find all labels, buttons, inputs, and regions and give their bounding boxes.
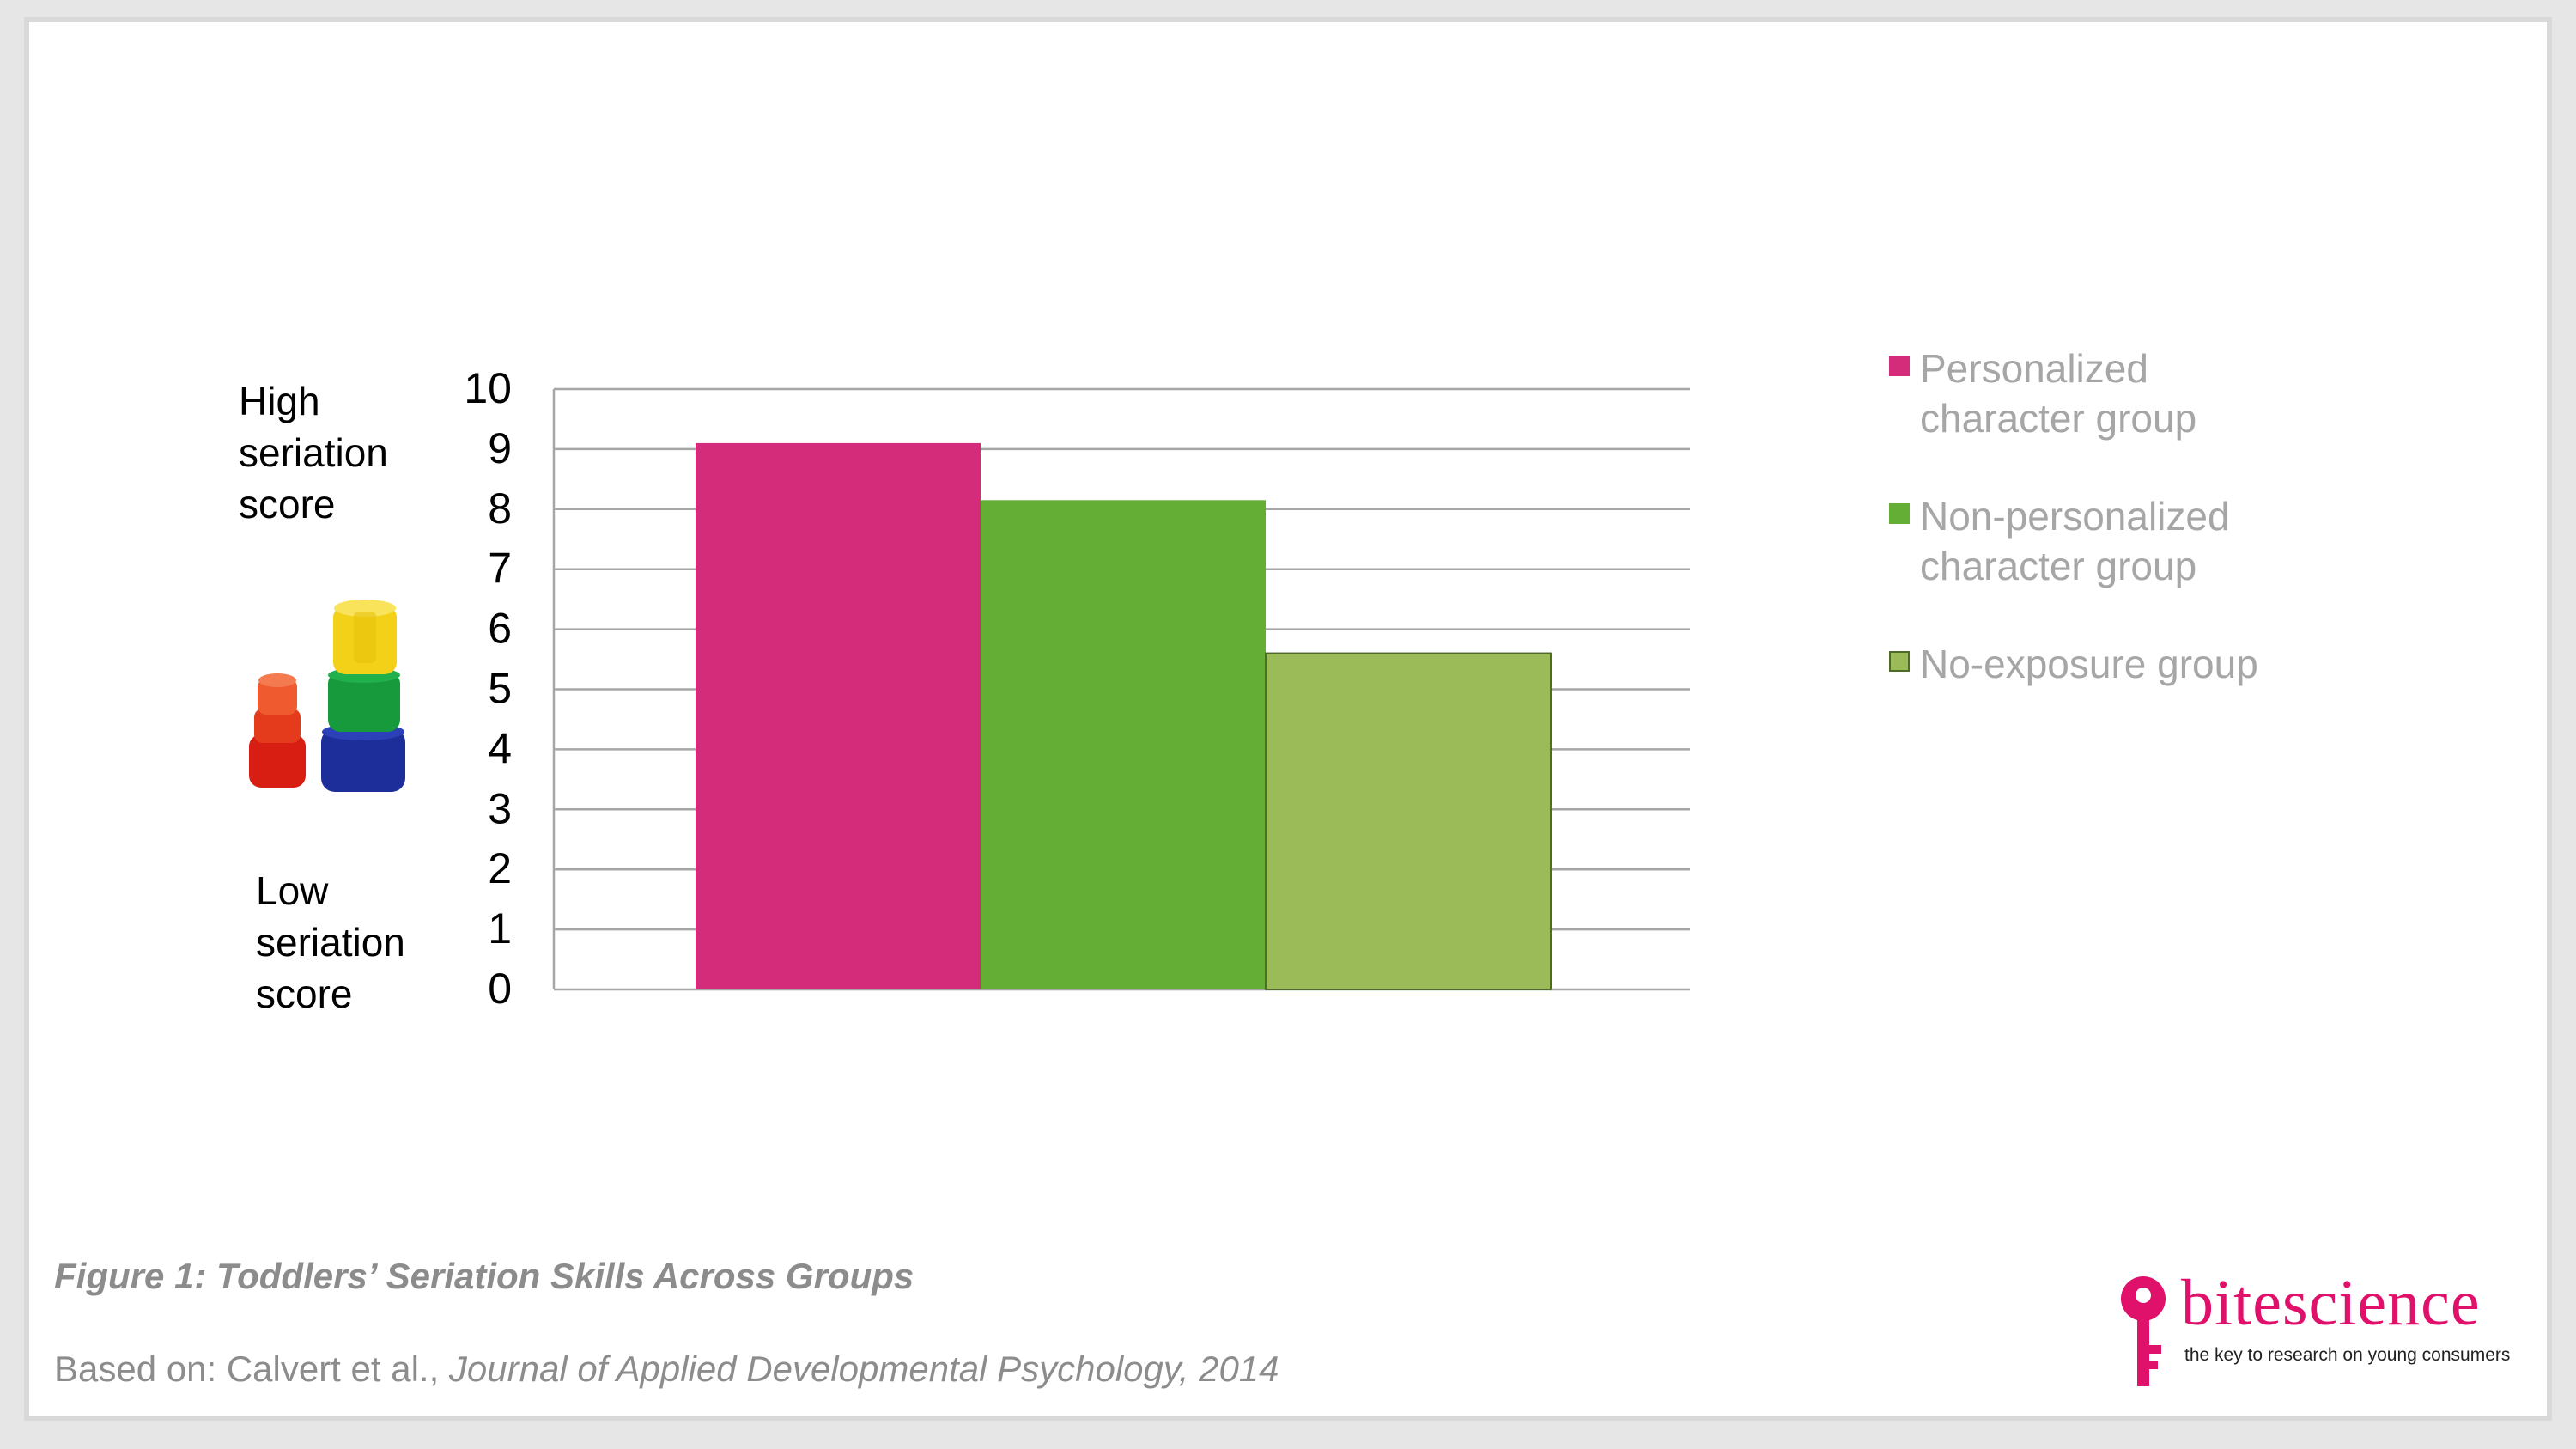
y-tick-label: 1 xyxy=(488,904,512,953)
y-tick-label: 2 xyxy=(488,844,512,892)
low-score-line: Low xyxy=(256,868,329,913)
source-prefix: Based on: Calvert et al., xyxy=(54,1349,449,1389)
legend-item-personalized: Personalized character group xyxy=(1889,344,2404,443)
bitescience-logo: bitescience the key to research on young… xyxy=(2114,1267,2543,1390)
chart-legend: Personalized character group Non-persona… xyxy=(1889,344,2404,737)
source-citation: Based on: Calvert et al., Journal of App… xyxy=(54,1349,1279,1390)
y-tick-label: 10 xyxy=(464,364,512,412)
bar xyxy=(696,442,981,989)
figure-caption: Figure 1: Toddlers’ Seriation Skills Acr… xyxy=(54,1256,914,1296)
logo-bite: bite xyxy=(2181,1267,2282,1339)
key-icon xyxy=(2121,1276,2166,1386)
high-score-line: seriation xyxy=(239,430,388,475)
legend-item-no-exposure: No-exposure group xyxy=(1889,639,2404,689)
high-score-line: High xyxy=(239,379,320,423)
y-tick-label: 0 xyxy=(488,965,512,1013)
legend-label: character group xyxy=(1920,396,2197,441)
bar xyxy=(1265,652,1552,990)
legend-swatch xyxy=(1889,651,1910,672)
legend-label: Non-personalized xyxy=(1920,494,2230,539)
low-score-line: seriation xyxy=(256,920,405,965)
logo-wordmark: bitescience xyxy=(2181,1264,2481,1342)
stacking-cups-icon xyxy=(249,600,405,792)
logo-science: science xyxy=(2281,1267,2481,1339)
low-score-line: score xyxy=(256,971,353,1016)
y-tick-label: 5 xyxy=(488,665,512,713)
logo-tagline: the key to research on young consumers xyxy=(2184,1345,2511,1365)
legend-label: character group xyxy=(1920,544,2197,588)
y-tick-label: 6 xyxy=(488,605,512,653)
legend-swatch xyxy=(1889,356,1910,376)
bar xyxy=(981,500,1266,989)
legend-item-non-personalized: Non-personalized character group xyxy=(1889,491,2404,591)
bars xyxy=(696,442,1552,990)
high-score-label: High seriation score xyxy=(239,375,388,530)
low-score-label: Low seriation score xyxy=(256,865,405,1020)
y-tick-label: 7 xyxy=(488,545,512,593)
high-score-line: score xyxy=(239,482,336,527)
source-journal: Journal of Applied Developmental Psychol… xyxy=(448,1349,1279,1389)
legend-label: Personalized xyxy=(1920,346,2148,391)
legend-label: No-exposure group xyxy=(1920,642,2258,686)
y-tick-label: 8 xyxy=(488,484,512,533)
y-tick-label: 9 xyxy=(488,424,512,472)
y-axis-ticks: 0 1 2 3 4 5 6 7 8 9 10 xyxy=(464,364,512,1013)
legend-swatch xyxy=(1889,503,1910,524)
y-tick-label: 4 xyxy=(488,724,512,772)
y-tick-label: 3 xyxy=(488,784,512,832)
